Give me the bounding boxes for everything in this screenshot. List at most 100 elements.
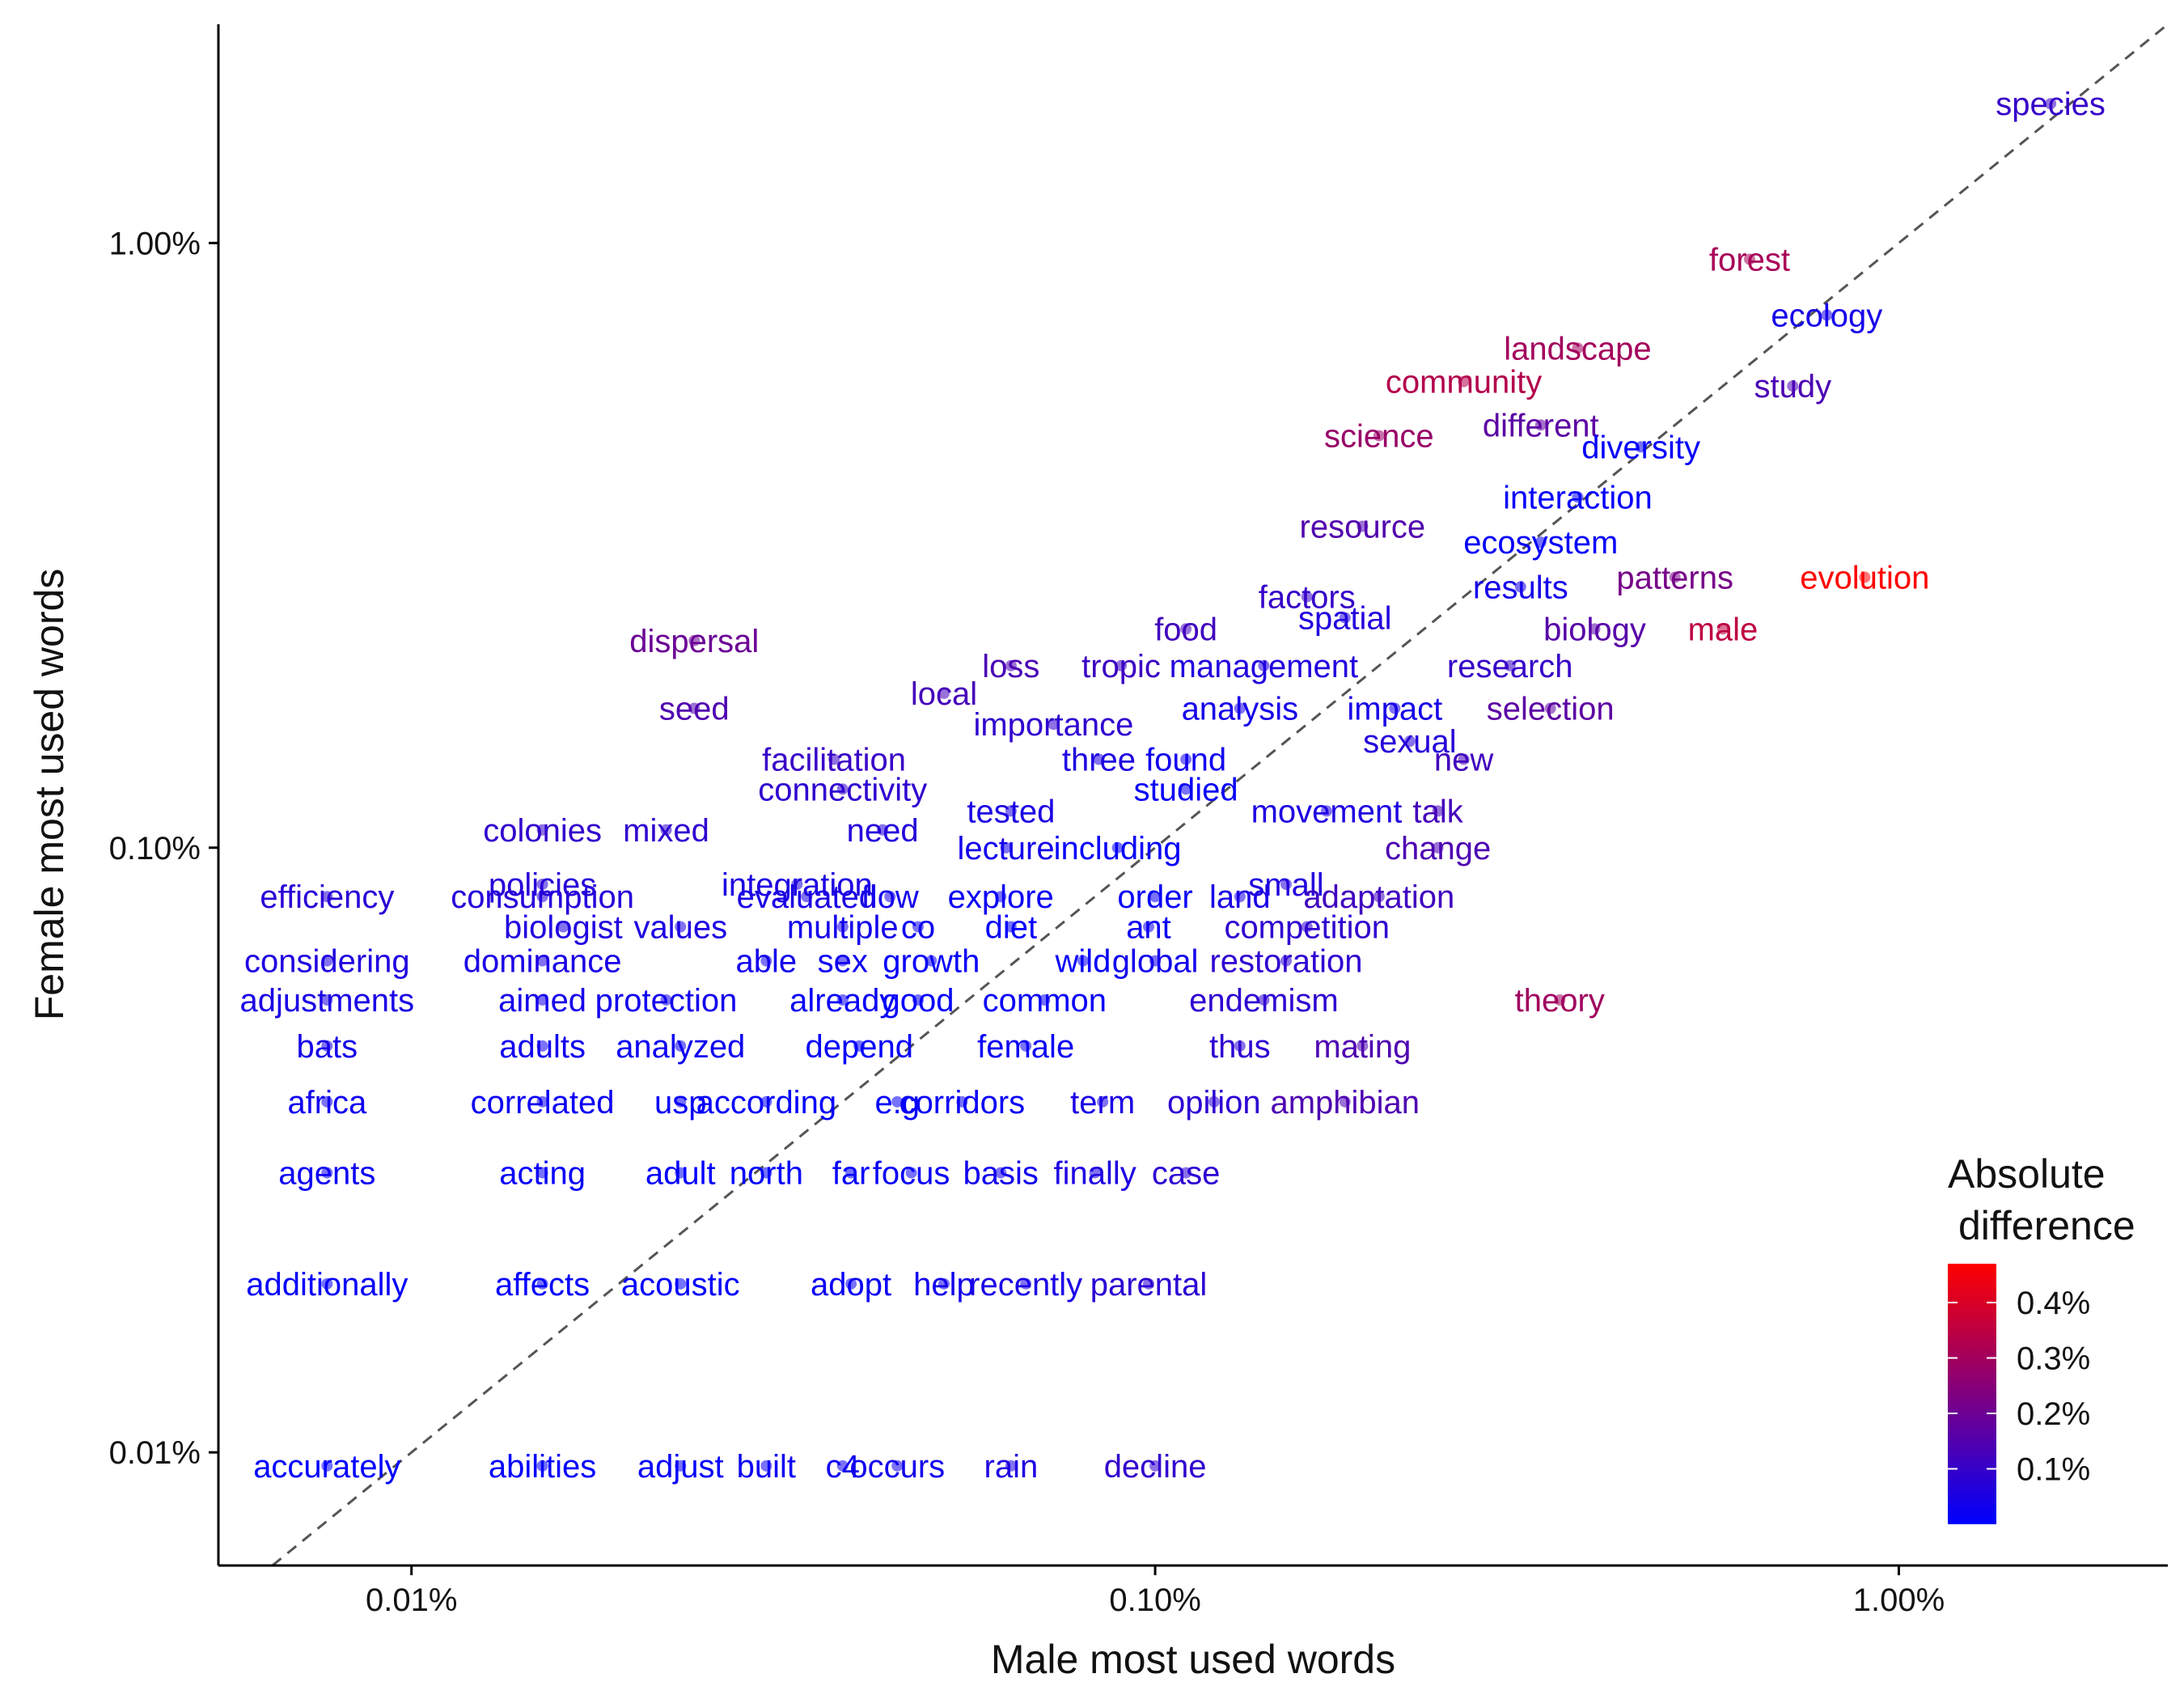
word-label-case: case [1152,1156,1221,1192]
word-label-growth: growth [882,944,980,980]
word-label-community: community [1386,365,1542,400]
point-small [1280,878,1292,890]
word-label-dispersal: dispersal [629,624,759,659]
legend-title-line-1: Absolute [1948,1151,2106,1197]
word-label-far: far [832,1156,870,1192]
word-label-considering: considering [244,944,410,980]
word-label-policies: policies [489,867,596,903]
word-label-aimed: aimed [498,983,586,1019]
word-label-local: local [911,676,977,712]
word-label-science: science [1324,419,1434,455]
word-label-amphibian: amphibian [1270,1085,1420,1121]
word-label-affects: affects [495,1267,590,1303]
word-label-different: different [1483,408,1599,443]
point-interaction [1572,491,1584,503]
point-protection [660,994,672,1006]
word-label-consumption: consumption [451,879,634,915]
word-label-thus: thus [1209,1029,1271,1065]
word-label-including: including [1054,831,1182,866]
y-tick-label: 1.00% [109,226,201,261]
point-amphibian [1339,1095,1351,1108]
point-mixed [660,824,672,836]
word-label-land: land [1209,879,1271,915]
point-integration [791,878,803,890]
word-label-efficiency: efficiency [260,879,394,915]
point-tested [1005,805,1017,817]
point-affects [536,1277,548,1290]
word-label-order: order [1117,879,1192,915]
word-label-diet: diet [985,910,1038,946]
point-colonies [536,824,548,836]
point-ecosystem [1534,536,1547,549]
y-tick-label: 0.10% [109,831,201,866]
word-label-adults: adults [499,1029,586,1065]
word-label-lecture: lecture [958,831,1055,866]
point-talk [1432,805,1444,817]
word-label-analysis: analysis [1182,692,1299,727]
word-label-three: three [1062,743,1136,778]
word-label-occurs: occurs [849,1449,945,1485]
word-label-impact: impact [1347,692,1442,727]
word-label-spatial: spatial [1298,601,1392,637]
word-label-built: built [737,1449,796,1485]
point-importance [1048,718,1060,731]
point-new [1458,753,1470,765]
word-label-parental: parental [1090,1267,1208,1303]
word-label-seed: seed [659,692,730,727]
point-opilion [1208,1095,1220,1108]
point-factors [1301,591,1313,603]
point-three [1093,753,1105,765]
word-label-biologist: biologist [504,910,623,946]
word-label-small: small [1248,867,1323,903]
point-connectivity [836,783,849,795]
point-usp [675,1095,687,1108]
word-label-new: new [1434,743,1493,778]
point-tropic [1115,659,1128,672]
point-local [938,687,950,699]
point-bats [321,1040,333,1052]
point-need [877,824,889,836]
y-axis-ticks: 0.01% 0.10% 1.00% [109,226,218,1471]
point-diversity [1635,441,1647,453]
point-food [1180,623,1192,635]
word-label-evolution: evolution [1800,561,1929,596]
word-label-additionally: additionally [246,1267,408,1303]
point-patterns [1669,571,1681,583]
point-biology [1589,623,1601,635]
point-diet [1005,921,1017,933]
point-movement [1320,805,1332,817]
word-label-forest: forest [1709,242,1790,278]
word-label-results: results [1473,570,1568,605]
point-community [1458,375,1470,388]
point-decline [1149,1460,1162,1472]
word-label-research: research [1447,649,1573,684]
word-label-tested: tested [967,794,1055,829]
word-label-finally: finally [1054,1156,1136,1192]
word-label-corridors: corridors [899,1085,1026,1121]
point-selection [1544,702,1556,714]
word-label-bats: bats [297,1029,358,1065]
point-abilities [536,1460,548,1472]
word-label-e-g: e.g [874,1085,920,1121]
point-thus [1234,1040,1246,1052]
word-label-male: male [1688,612,1759,647]
point-consumption [536,891,548,903]
word-label-acoustic: acoustic [621,1267,740,1303]
point-values [675,921,687,933]
point-facilitation [828,753,840,765]
point-global [1149,955,1162,967]
word-label-protection: protection [595,983,738,1019]
point-basis [995,1167,1007,1179]
word-label-flow: flow [861,879,919,915]
point-efficiency [321,891,333,903]
word-label-study: study [1754,369,1831,405]
x-tick-label: 0.01% [366,1582,457,1618]
point-focus [905,1167,917,1179]
word-label-recently: recently [969,1267,1082,1303]
point-lecture [1000,841,1012,854]
point-theory [1554,994,1566,1006]
point-found [1180,753,1192,765]
word-label-analyzed: analyzed [616,1029,745,1065]
word-label-adaptation: adaptation [1303,879,1454,915]
